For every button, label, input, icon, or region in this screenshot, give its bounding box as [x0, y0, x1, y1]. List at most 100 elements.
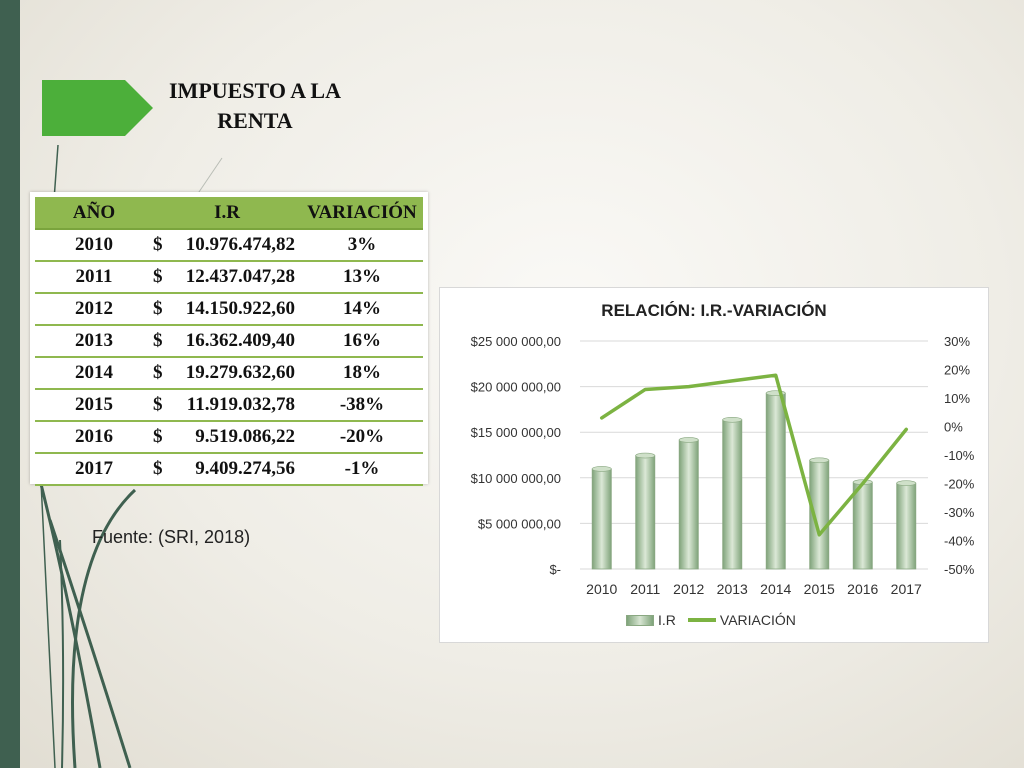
- cell-year: 2015: [35, 389, 153, 422]
- x-tick-label: 2012: [673, 581, 704, 597]
- y-left-tick-label: $5 000 000,00: [478, 516, 561, 531]
- y-left-tick-label: $10 000 000,00: [471, 471, 561, 486]
- x-tick-label: 2011: [630, 581, 660, 597]
- x-tick-label: 2010: [586, 581, 617, 597]
- y-right-tick-label: 10%: [944, 391, 970, 406]
- y-left-tick-label: $15 000 000,00: [471, 425, 561, 440]
- combo-chart: $- $5 000 000,00 $10 000 000,00 $15 000 000…: [471, 334, 975, 597]
- tax-table: AÑO I.R VARIACIÓN 2010 $10.976.474,82 3% 20…: [35, 197, 423, 486]
- table-row: 2017 $9.409.274,56 -1%: [35, 453, 423, 486]
- table-row: 2014 $19.279.632,60 18%: [35, 357, 423, 390]
- bar-ir-top: [678, 437, 699, 443]
- cell-currency: $: [153, 453, 177, 486]
- cell-variation: -20%: [301, 421, 423, 454]
- legend-item-ir: I.R: [626, 612, 676, 628]
- table-row: 2015 $11.919.032,78 -38%: [35, 389, 423, 422]
- chart-container: $- $5 000 000,00 $10 000 000,00 $15 000 000…: [439, 287, 989, 643]
- y-right-tick-label: 0%: [944, 420, 963, 435]
- cell-currency: $: [153, 325, 177, 358]
- left-stripe: [0, 0, 20, 768]
- chart-legend: I.R VARIACIÓN: [626, 612, 808, 628]
- cell-year: 2013: [35, 325, 153, 358]
- legend-label-ir: I.R: [658, 612, 676, 628]
- legend-label-variation: VARIACIÓN: [719, 612, 796, 628]
- source-note: Fuente: (SRI, 2018): [92, 527, 251, 547]
- title-arrow: [42, 80, 153, 136]
- cell-amount: 19.279.632,60: [177, 357, 301, 390]
- header-year: AÑO: [35, 197, 153, 230]
- table-row: 2016 $9.519.086,22 -20%: [35, 421, 423, 454]
- legend-bar-swatch: [626, 614, 654, 626]
- cell-currency: $: [153, 229, 177, 262]
- cell-amount: 14.150.922,60: [177, 293, 301, 326]
- chart-title: RELACIÓN: I.R.-VARIACIÓN: [601, 301, 827, 320]
- bar-ir-top: [635, 452, 656, 459]
- x-tick-label: 2013: [717, 581, 748, 597]
- cell-currency: $: [153, 421, 177, 454]
- y-right-tick-label: -50%: [944, 562, 975, 577]
- y-left-tick-label: $-: [549, 562, 561, 577]
- cell-amount: 16.362.409,40: [177, 325, 301, 358]
- bar-ir-top: [809, 457, 830, 464]
- cell-year: 2010: [35, 229, 153, 262]
- cell-currency: $: [153, 293, 177, 326]
- bar-ir-top: [896, 480, 917, 486]
- cell-year: 2011: [35, 261, 153, 294]
- x-tick-label: 2017: [891, 581, 922, 597]
- cell-amount: 9.519.086,22: [177, 421, 301, 454]
- cell-amount: 10.976.474,82: [177, 229, 301, 262]
- y-left-tick-label: $20 000 000,00: [471, 380, 561, 395]
- legend-item-variation: VARIACIÓN: [687, 612, 796, 628]
- table-body: 2010 $10.976.474,82 3% 2011 $12.437.047,28 13…: [35, 229, 423, 486]
- cell-year: 2012: [35, 293, 153, 326]
- slide-title-line1: IMPUESTO A LA: [169, 78, 341, 103]
- cell-variation: 3%: [301, 229, 423, 262]
- table-row: 2010 $10.976.474,82 3%: [35, 229, 423, 262]
- cell-currency: $: [153, 357, 177, 390]
- table-header-row: AÑO I.R VARIACIÓN: [35, 197, 423, 230]
- y-right-tick-label: -20%: [944, 477, 975, 492]
- x-tick-label: 2014: [760, 581, 791, 597]
- x-tick-label: 2016: [847, 581, 878, 597]
- cell-variation: 13%: [301, 261, 423, 294]
- bar-ir: [722, 419, 743, 570]
- cell-amount: 9.409.274,56: [177, 453, 301, 486]
- cell-year: 2014: [35, 357, 153, 390]
- bar-ir: [678, 439, 699, 570]
- line-variation: [600, 373, 908, 537]
- cell-year: 2016: [35, 421, 153, 454]
- bar-ir-top: [722, 416, 743, 423]
- cell-variation: 16%: [301, 325, 423, 358]
- tax-table-container: AÑO I.R VARIACIÓN 2010 $10.976.474,82 3% 20…: [30, 192, 428, 486]
- y-right-tick-label: 20%: [944, 363, 970, 378]
- y-left-tick-label: $25 000 000,00: [471, 334, 561, 349]
- table-row: 2012 $14.150.922,60 14%: [35, 293, 423, 326]
- legend-line-swatch: [687, 618, 716, 622]
- table-row: 2013 $16.362.409,40 16%: [35, 325, 423, 358]
- table-row: 2011 $12.437.047,28 13%: [35, 261, 423, 294]
- y-right-tick-label: -10%: [944, 448, 975, 463]
- bar-ir: [765, 392, 786, 570]
- slide-title-line2: RENTA: [217, 108, 293, 133]
- cell-currency: $: [153, 261, 177, 294]
- cell-currency: $: [153, 389, 177, 422]
- cell-variation: -1%: [301, 453, 423, 486]
- bar-ir: [896, 482, 917, 570]
- cell-variation: 18%: [301, 357, 423, 390]
- cell-variation: 14%: [301, 293, 423, 326]
- header-variation: VARIACIÓN: [301, 197, 423, 230]
- x-tick-label: 2015: [804, 581, 835, 597]
- slide-title: IMPUESTO A LA RENTA: [150, 76, 360, 136]
- bar-ir: [852, 481, 873, 570]
- cell-year: 2017: [35, 453, 153, 486]
- bar-ir: [635, 455, 656, 570]
- header-ir: I.R: [153, 197, 301, 230]
- y-right-tick-label: -40%: [944, 534, 975, 549]
- cell-amount: 12.437.047,28: [177, 261, 301, 294]
- bar-ir-top: [591, 466, 612, 472]
- y-right-tick-label: -30%: [944, 505, 975, 520]
- cell-amount: 11.919.032,78: [177, 389, 301, 422]
- cell-variation: -38%: [301, 389, 423, 422]
- bar-ir: [591, 468, 612, 570]
